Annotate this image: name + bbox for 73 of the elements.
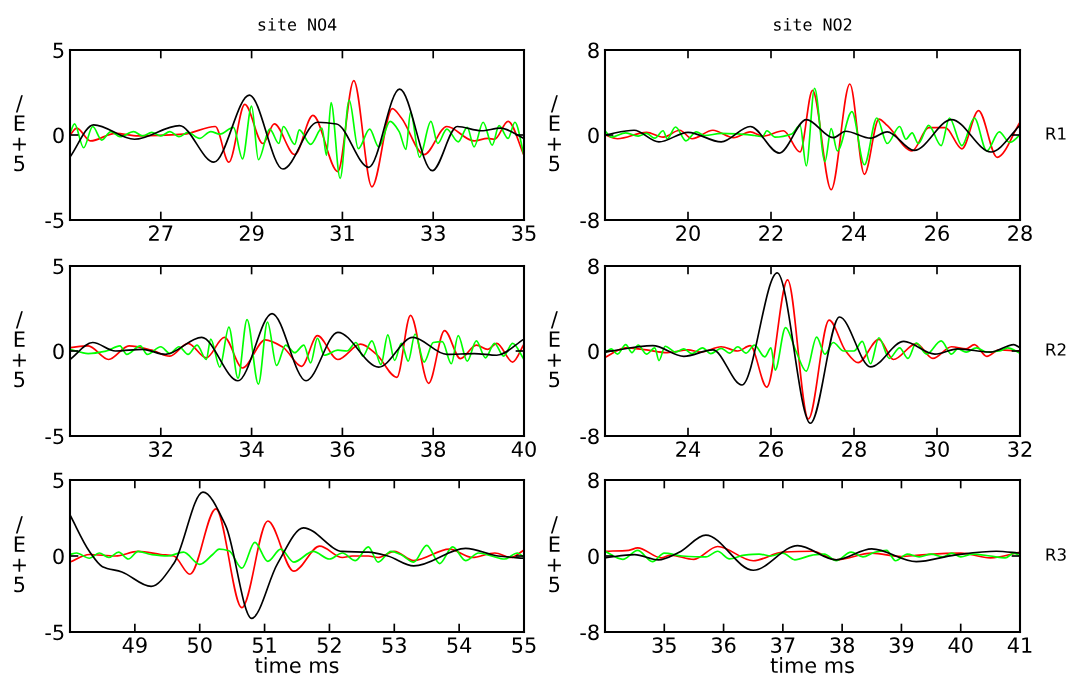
y-tick-label: 8 xyxy=(588,42,599,59)
text: R1 xyxy=(1046,127,1066,140)
y-tick-label: 0 xyxy=(588,548,599,565)
x-tick-label: 24 xyxy=(676,441,701,457)
x-axis-title: time ms xyxy=(770,657,854,674)
x-tick-label: 39 xyxy=(889,637,914,653)
x-tick-label: 51 xyxy=(252,637,276,653)
x-tick-label: 36 xyxy=(711,637,736,653)
x-tick-label: 37 xyxy=(771,637,795,653)
x-tick-label: 55 xyxy=(512,637,536,653)
text: R2 xyxy=(1046,343,1066,356)
y-tick-label: 0 xyxy=(53,548,64,565)
y-tick-label: 5 xyxy=(53,42,64,59)
y-tick-label: 8 xyxy=(588,258,599,275)
y-tick-label: -5 xyxy=(45,624,64,641)
line-series xyxy=(605,326,1020,373)
x-tick-label: 26 xyxy=(925,225,949,241)
x-tick-label: 52 xyxy=(317,637,341,653)
y-axis-title: /E+5 xyxy=(547,311,561,388)
x-tick-label: 32 xyxy=(1008,441,1032,457)
line-series xyxy=(605,83,1020,191)
x-tick-label: 22 xyxy=(759,225,783,241)
chart-title: site NO2 xyxy=(774,17,852,31)
y-tick-label: 0 xyxy=(53,127,64,144)
y-tick-label: -8 xyxy=(580,212,599,229)
y-tick-label: -8 xyxy=(580,624,599,641)
chart-title: site NO4 xyxy=(258,17,337,31)
x-tick-label: 40 xyxy=(948,637,973,653)
x-tick-label: 38 xyxy=(421,441,446,457)
x-tick-label: 20 xyxy=(676,225,700,241)
y-axis-title: /E+5 xyxy=(12,516,26,593)
x-tick-label: 35 xyxy=(652,637,676,653)
y-axis-title: /E+5 xyxy=(12,95,26,172)
y-tick-label: 0 xyxy=(53,343,64,360)
x-tick-label: 35 xyxy=(512,225,536,241)
text: R3 xyxy=(1046,548,1066,561)
x-tick-label: 30 xyxy=(925,441,949,457)
x-tick-label: 53 xyxy=(382,637,406,653)
y-tick-label: -5 xyxy=(45,212,64,229)
x-tick-label: 28 xyxy=(842,441,866,457)
x-tick-label: 29 xyxy=(239,225,264,241)
y-axis-title: /E+5 xyxy=(547,516,561,593)
x-tick-label: 34 xyxy=(239,441,264,457)
x-tick-label: 33 xyxy=(421,225,445,241)
x-tick-label: 41 xyxy=(1007,637,1032,653)
x-axis-title: time ms xyxy=(255,657,339,674)
x-tick-label: 49 xyxy=(122,637,147,653)
y-tick-label: 8 xyxy=(588,472,599,489)
line-series xyxy=(70,99,524,180)
line-series xyxy=(70,79,524,188)
y-tick-label: 0 xyxy=(588,343,599,360)
line-series xyxy=(605,87,1020,167)
y-tick-label: -5 xyxy=(45,428,64,445)
x-tick-label: 40 xyxy=(511,441,536,457)
x-tick-label: 36 xyxy=(330,441,355,457)
x-tick-label: 27 xyxy=(149,225,173,241)
line-series xyxy=(70,541,524,569)
line-series xyxy=(605,549,1020,563)
line-series xyxy=(70,508,524,609)
y-tick-label: 0 xyxy=(588,127,599,144)
x-tick-label: 32 xyxy=(149,441,172,457)
x-tick-label: 28 xyxy=(1008,225,1032,241)
x-tick-label: 24 xyxy=(842,225,867,241)
x-tick-label: 54 xyxy=(447,637,472,653)
x-tick-label: 38 xyxy=(830,637,854,653)
y-axis-title: /E+5 xyxy=(547,95,561,172)
x-tick-label: 26 xyxy=(759,441,783,457)
y-tick-label: 5 xyxy=(53,472,64,489)
y-axis-title: /E+5 xyxy=(12,311,26,388)
x-tick-label: 31 xyxy=(330,225,354,241)
y-tick-label: 5 xyxy=(53,258,64,275)
x-tick-label: 50 xyxy=(188,637,212,653)
y-tick-label: -8 xyxy=(580,428,599,445)
